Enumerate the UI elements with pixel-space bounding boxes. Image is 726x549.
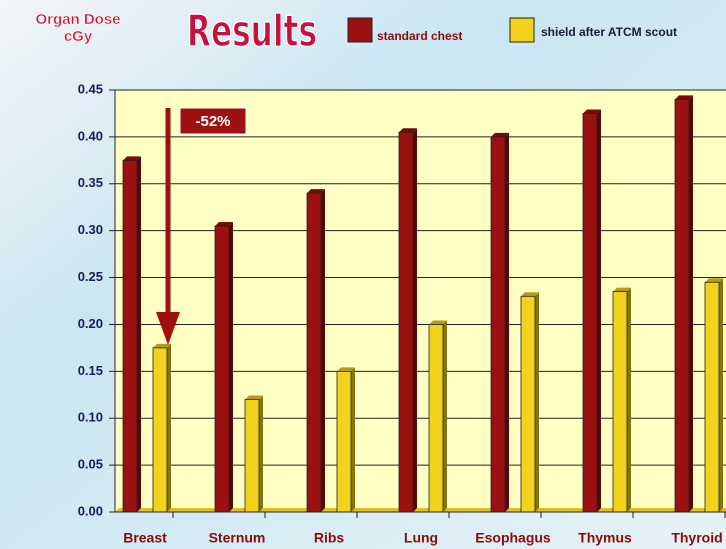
bar-side <box>505 133 509 512</box>
y-tick-label: 0.00 <box>78 503 103 518</box>
bar-side <box>259 395 263 512</box>
bar-side <box>167 344 171 512</box>
bar <box>245 399 259 512</box>
bar <box>215 226 229 512</box>
bar-side <box>597 109 601 512</box>
bar-side <box>229 222 233 512</box>
x-tick-label: Ribs <box>314 530 345 546</box>
legend-label: shield after ATCM scout <box>541 25 677 39</box>
floor <box>115 508 726 512</box>
y-tick-label: 0.40 <box>78 128 103 143</box>
y-tick-label: 0.10 <box>78 410 103 425</box>
y-tick-label: 0.45 <box>78 81 103 96</box>
y-axis-label: cGy <box>64 28 93 45</box>
y-axis-label: Organ Dose <box>35 11 120 28</box>
bar <box>399 132 413 512</box>
x-tick-label: Lung <box>404 530 438 546</box>
bar <box>153 348 167 512</box>
annotation: -52% <box>195 113 230 130</box>
bar-side <box>627 288 631 512</box>
legend-swatch <box>510 18 534 42</box>
chart: 0.00 0.05 0.10 0.15 0.20 0.25 0.30 0.35 0.40 0.45… <box>0 0 726 549</box>
bar <box>613 292 627 512</box>
bar-side <box>321 189 325 512</box>
bar <box>521 296 535 512</box>
y-tick-label: 0.15 <box>78 363 103 378</box>
bar <box>429 324 443 512</box>
bar <box>337 371 351 512</box>
bar-side <box>351 367 355 512</box>
y-tick-label: 0.30 <box>78 222 103 237</box>
bar-side <box>443 320 447 512</box>
x-tick-label: Sternum <box>209 530 266 546</box>
x-tick-label: Breast <box>123 530 167 546</box>
y-tick-label: 0.05 <box>78 457 103 472</box>
y-tick-label: 0.25 <box>78 269 103 284</box>
bar <box>491 137 505 512</box>
bar <box>675 99 689 512</box>
bar <box>583 113 597 512</box>
bar-side <box>689 95 693 512</box>
legend-swatch <box>348 18 372 42</box>
bar-side <box>535 292 539 512</box>
bar-side <box>719 278 723 512</box>
bar <box>123 160 137 512</box>
page: {"chart_data": {"type": "bar", "title": … <box>0 0 726 549</box>
y-tick-label: 0.35 <box>78 175 103 190</box>
x-tick-label: Esophagus <box>475 530 551 546</box>
bar-side <box>137 156 141 512</box>
x-tick-label: Thymus <box>578 530 632 546</box>
bar <box>307 193 321 512</box>
bar-side <box>413 128 417 512</box>
chart-title: Results <box>187 6 317 57</box>
plot-area <box>115 90 726 512</box>
legend-label: standard chest <box>377 29 462 43</box>
x-tick-label: Thyroid <box>671 530 722 546</box>
y-tick-label: 0.20 <box>78 316 103 331</box>
bar <box>705 282 719 512</box>
